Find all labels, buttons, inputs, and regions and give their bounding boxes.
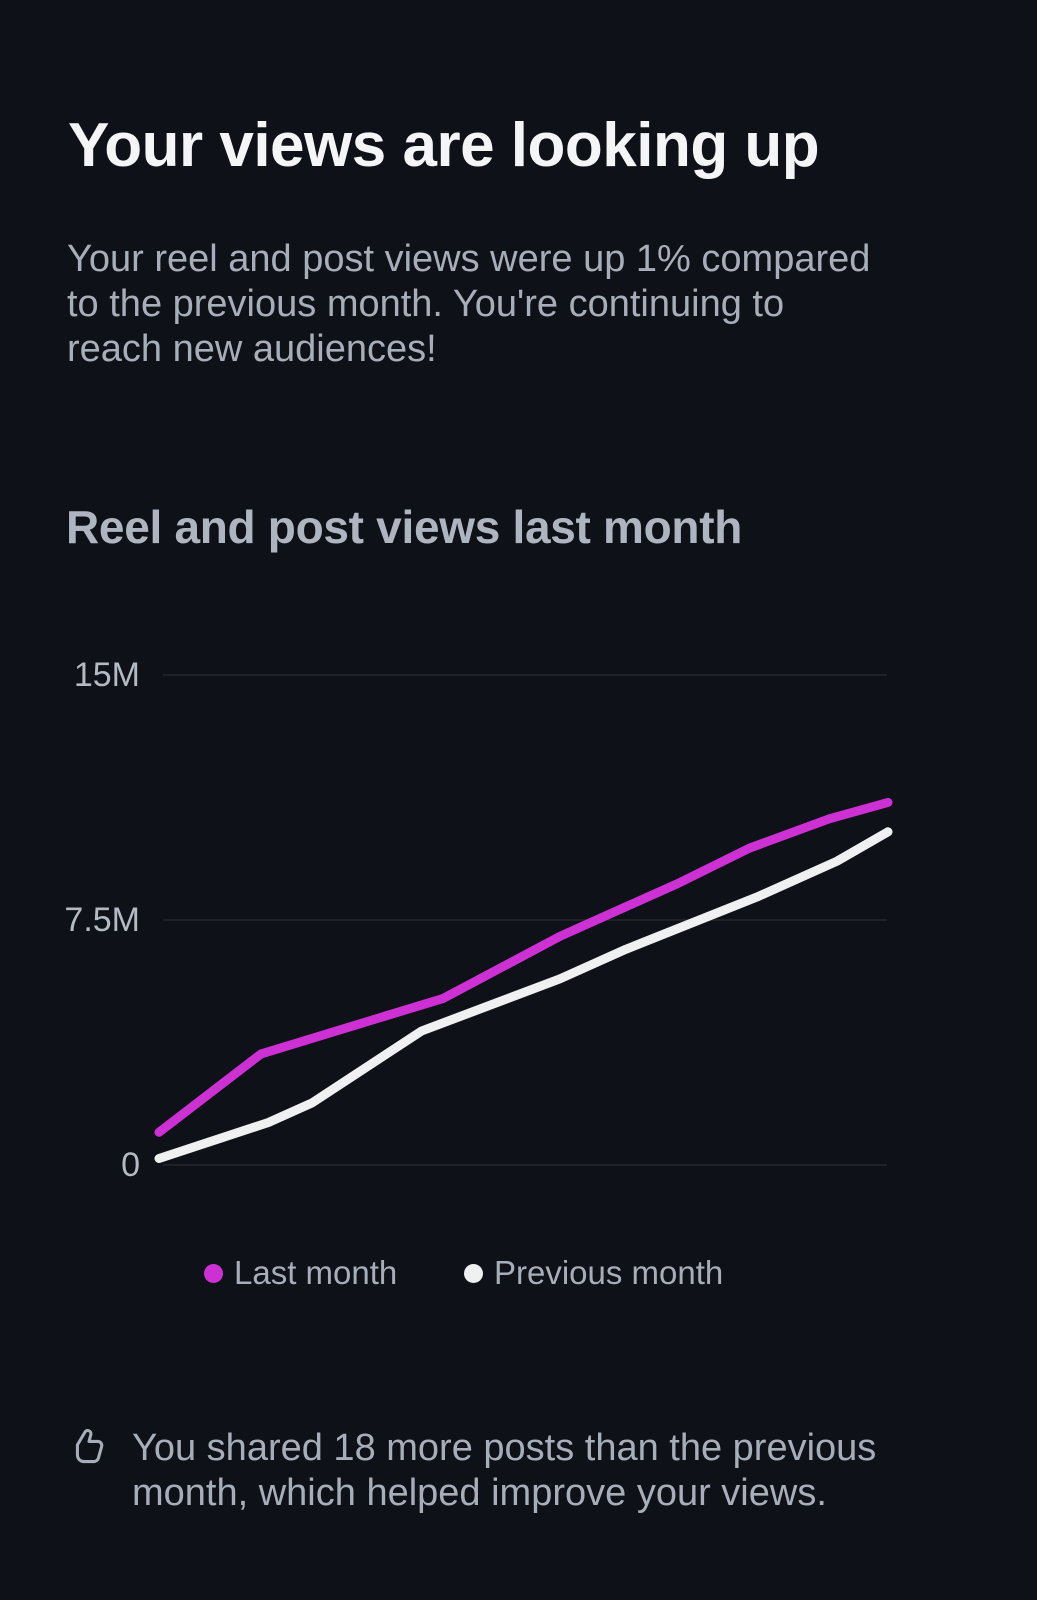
y-axis-label: 15M xyxy=(73,656,140,694)
chart-legend: Last month Previous month xyxy=(0,1252,1037,1294)
previous-month-dot-icon xyxy=(464,1263,483,1283)
series-line-previous-month xyxy=(154,827,893,1163)
y-axis-label: 7.5M xyxy=(64,901,140,939)
legend-item-last-month: Last month xyxy=(204,1252,397,1294)
page-title: Your views are looking up xyxy=(68,111,820,180)
chart-heading: Reel and post views last month xyxy=(66,501,743,553)
y-axis-label: 0 xyxy=(121,1146,140,1184)
gridlines xyxy=(163,674,887,1166)
tip-text: You shared 18 more posts than the previo… xyxy=(132,1427,877,1514)
views-line-chart-svg xyxy=(154,674,893,1166)
thumbs-up-icon xyxy=(75,1428,104,1464)
legend-item-previous-month: Previous month xyxy=(464,1252,723,1294)
page-subtitle: Your reel and post views were up 1% comp… xyxy=(67,238,871,370)
legend-label-previous-month: Previous month xyxy=(494,1254,724,1291)
legend-label-last-month: Last month xyxy=(234,1254,398,1291)
last-month-dot-icon xyxy=(204,1263,223,1283)
views-line-chart: 15M 7.5M 0 xyxy=(0,640,1037,1200)
series-line-last-month xyxy=(154,797,893,1137)
